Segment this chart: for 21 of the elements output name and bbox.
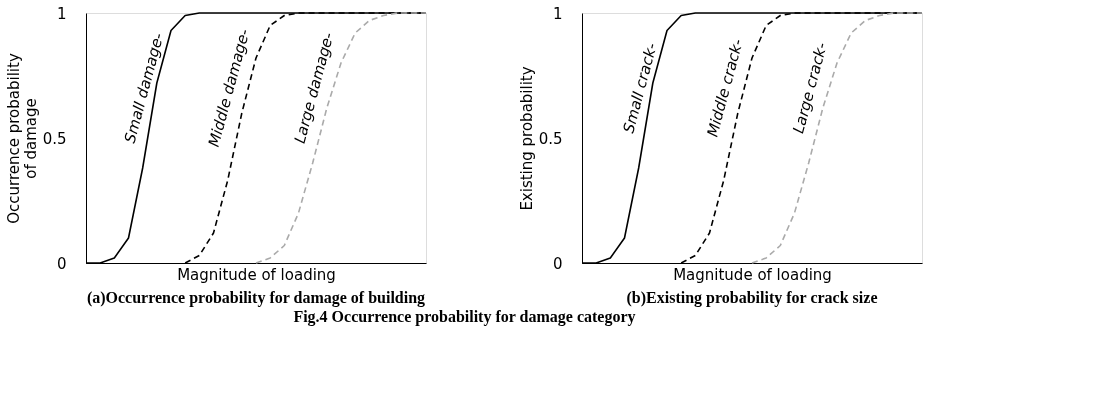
- x-axis-title: Magnitude of loading: [177, 265, 336, 284]
- text: Large damage-: [290, 30, 338, 146]
- y-tick-label: 0: [56, 254, 67, 273]
- text: Large crack-: [789, 40, 831, 136]
- text: (a)Occurrence probability for damage of building: [86, 289, 426, 307]
- y-tick-label: 0.5: [538, 129, 563, 148]
- y-tick-label: 1: [552, 4, 563, 23]
- y-tick-label: 0.5: [42, 129, 67, 148]
- y-tick-label: 0: [552, 254, 563, 273]
- text: (b)Existing probability for crack size: [626, 289, 878, 307]
- text: Small crack-: [619, 41, 661, 135]
- y-axis-title: Existing probability: [517, 66, 536, 211]
- caption: Fig.4 Occurrence probability for damage category: [293, 307, 636, 326]
- y-tick-label: 1: [56, 4, 67, 23]
- text: Small damage-: [120, 31, 168, 145]
- line-series: [255, 12, 427, 264]
- x-axis-title: Magnitude of loading: [673, 265, 832, 284]
- y-axis-title: Occurrence probability of damage: [4, 53, 40, 224]
- line-series: [751, 12, 923, 264]
- text: Middle crack-: [703, 37, 747, 139]
- text: Middle damage-: [204, 27, 254, 149]
